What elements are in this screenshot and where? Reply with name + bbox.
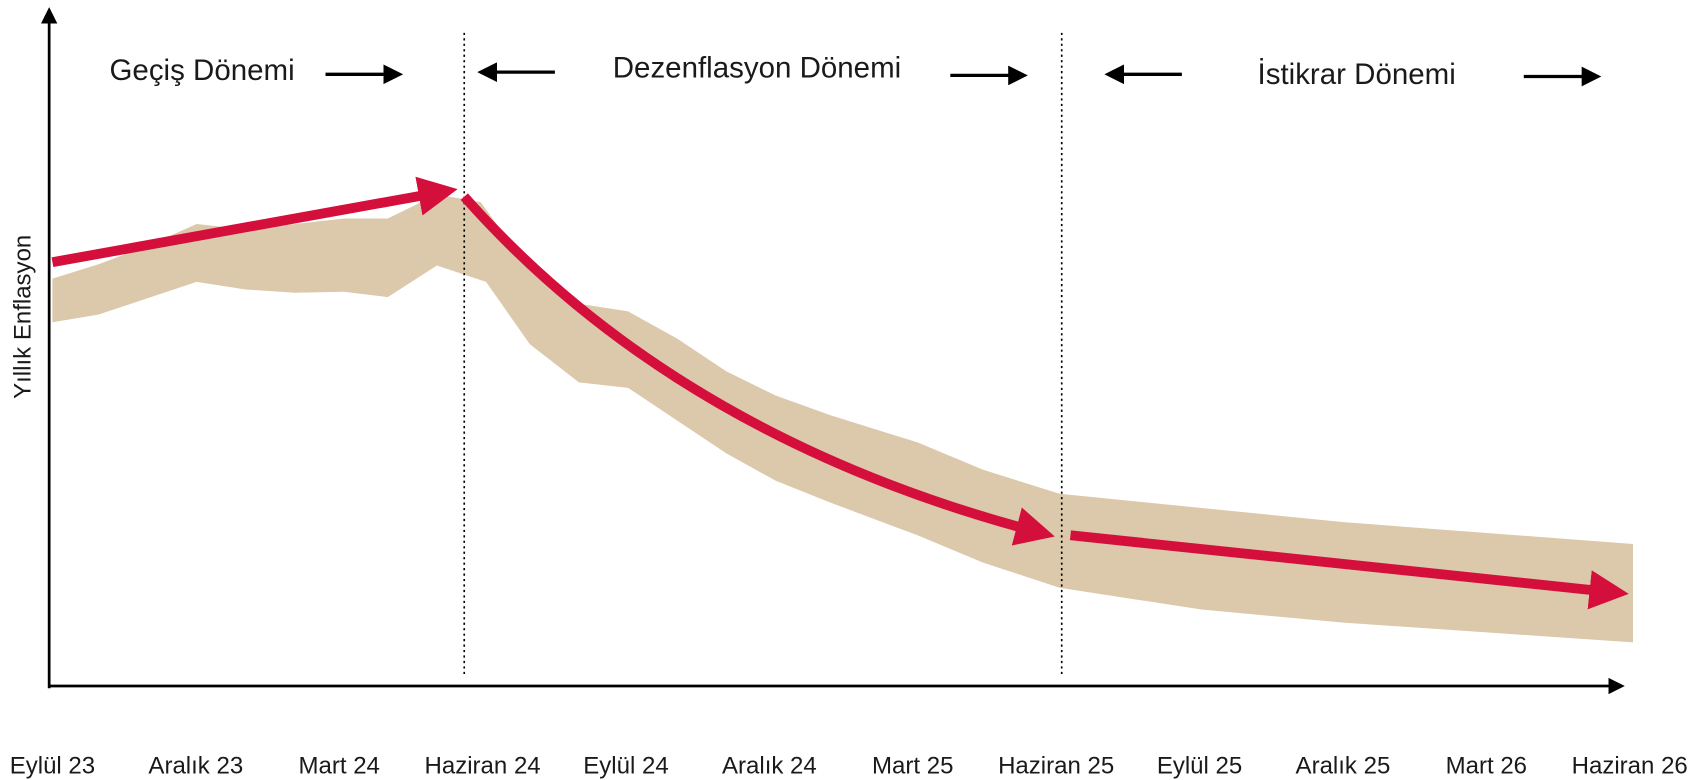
x-tick-label: Haziran 26 [1572,752,1688,779]
trend-arrow [460,193,1055,546]
x-tick-label: Mart 25 [872,752,953,779]
x-tick-label: Eylül 23 [10,752,95,779]
x-tick-label: Haziran 25 [998,752,1114,779]
period-arrows [325,62,1602,87]
x-tick-label: Aralık 25 [1296,752,1391,779]
period-label: İstikrar Dönemi [1258,58,1456,91]
trend-arrow [1069,530,1629,610]
period-label: Geçiş Dönemi [109,54,294,87]
period-label: Dezenflasyon Dönemi [613,52,901,85]
x-tick-label: Eylül 24 [583,752,668,779]
y-axis-label: Yıllık Enflasyon [10,235,37,399]
x-tick-label: Mart 24 [299,752,380,779]
x-tick-label: Haziran 24 [425,752,541,779]
uncertainty-band [52,194,1633,643]
trend-arrows [51,176,1629,610]
x-tick-label: Aralık 24 [722,752,817,779]
x-tick-label: Eylül 25 [1157,752,1242,779]
x-tick-label: Mart 26 [1446,752,1527,779]
trend-arrow [51,176,458,268]
x-tick-label: Aralık 23 [148,752,243,779]
